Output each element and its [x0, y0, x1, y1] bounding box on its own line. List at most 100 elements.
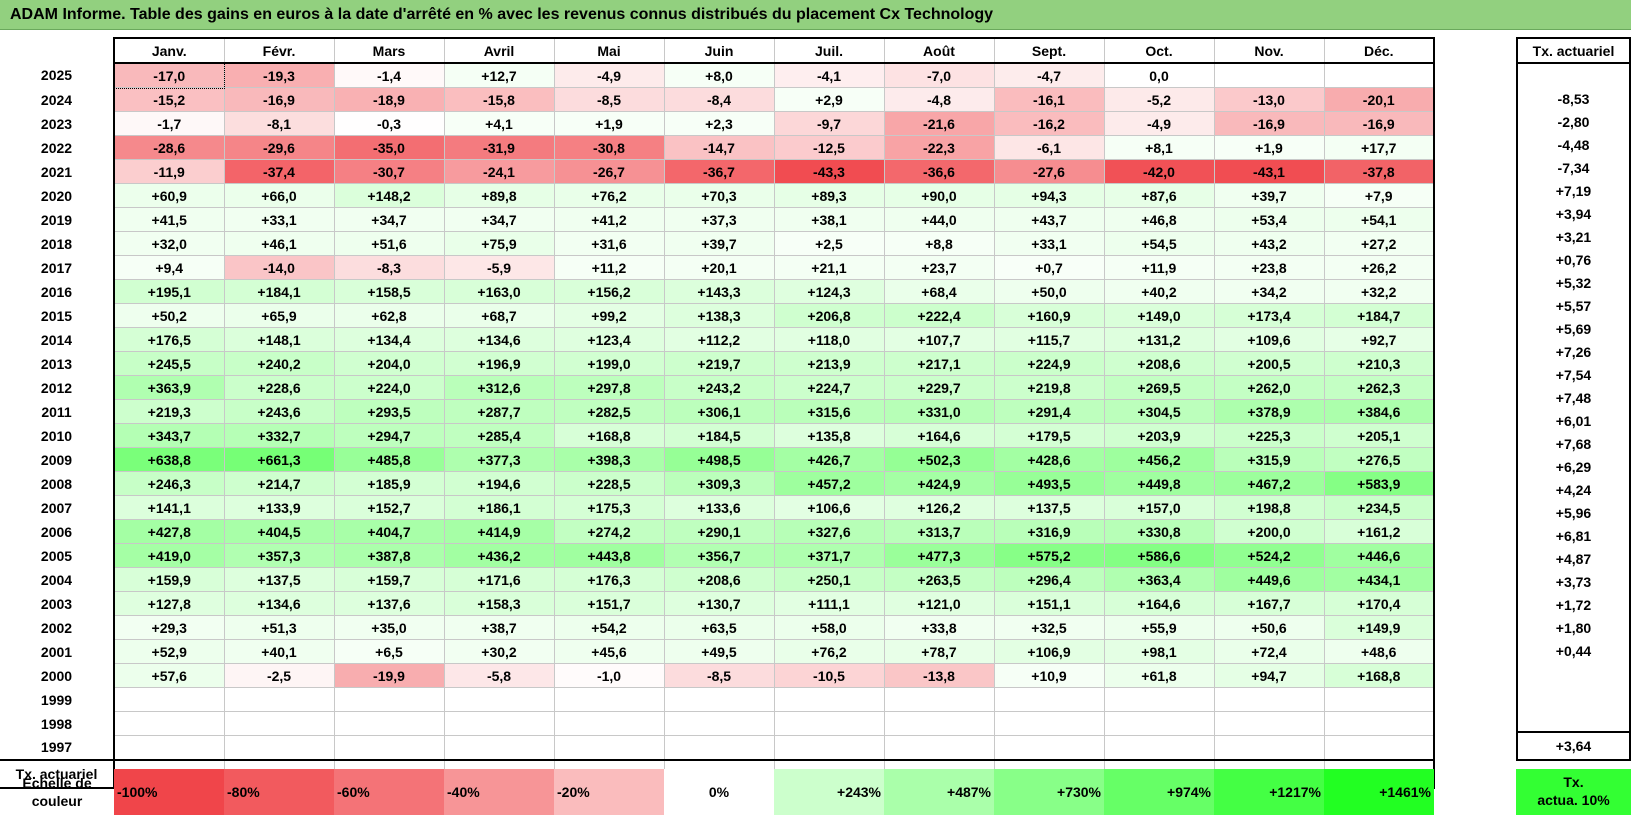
gain-cell: +34,7 — [333, 207, 445, 232]
table-row: 2018 +32,0 +46,1 +51,6 +75,9 +31,6 +39,7 +2,5 +8… — [0, 231, 1435, 256]
act-row: +3,73 — [1516, 570, 1631, 593]
color-scale-swatch: +1461% — [1324, 769, 1434, 815]
gain-cell: +111,1 — [773, 591, 885, 616]
act-value: +3,73 — [1516, 570, 1631, 593]
gain-cell: +57,6 — [113, 663, 225, 688]
gain-cell: -8,5 — [553, 87, 665, 112]
act-row: +1,72 — [1516, 593, 1631, 616]
gain-cell: +12,7 — [443, 62, 555, 88]
act-value: +6,01 — [1516, 409, 1631, 432]
gain-cell — [553, 687, 665, 712]
gain-cell: -4,8 — [883, 87, 995, 112]
gain-cell: +287,7 — [443, 399, 555, 424]
gain-cell: +35,0 — [333, 615, 445, 640]
gain-cell: +48,6 — [1323, 639, 1435, 664]
gain-cell: +363,9 — [113, 375, 225, 400]
gain-cell: +70,3 — [663, 183, 775, 208]
gain-cell: +112,2 — [663, 327, 775, 352]
gain-cell: -4,7 — [993, 62, 1105, 88]
color-scale-swatch: +730% — [994, 769, 1104, 815]
gain-cell: -28,6 — [113, 135, 225, 160]
color-scale-swatch: +974% — [1104, 769, 1214, 815]
table-row: 2019 +41,5 +33,1 +34,7 +34,7 +41,2 +37,3 +38,1 +… — [0, 207, 1435, 232]
gain-cell: +39,7 — [1213, 183, 1325, 208]
gain-cell: +68,7 — [443, 303, 555, 328]
year-label: 2022 — [40, 139, 73, 156]
gain-cell: +208,6 — [1103, 351, 1215, 376]
gain-cell: +434,1 — [1323, 567, 1435, 592]
act-value: +6,29 — [1516, 455, 1631, 478]
gain-cell: +219,3 — [113, 399, 225, 424]
gain-cell: +198,8 — [1213, 495, 1325, 520]
gain-cell: -14,7 — [663, 135, 775, 160]
gain-cell: +219,8 — [993, 375, 1105, 400]
gain-cell: +134,6 — [443, 327, 555, 352]
table-row: 2010 +343,7 +332,7 +294,7 +285,4 +168,8 +184,5… — [0, 423, 1435, 448]
act-row — [1516, 708, 1631, 732]
gain-cell: -8,3 — [333, 255, 445, 280]
act-value: +0,44 — [1516, 639, 1631, 662]
gain-cell: +449,6 — [1213, 567, 1325, 592]
gain-cell: +118,0 — [773, 327, 885, 352]
gain-cell: +1,9 — [1213, 135, 1325, 160]
gain-cell: +143,3 — [663, 279, 775, 304]
table-row: 2013 +245,5 +240,2 +204,0 +196,9 +199,0 +219,7… — [0, 351, 1435, 376]
year-label: 2003 — [40, 595, 73, 612]
gain-cell: -1,7 — [113, 111, 225, 136]
gain-cell: +107,7 — [883, 327, 995, 352]
gain-cell — [1323, 711, 1435, 736]
gain-cell: +159,7 — [333, 567, 445, 592]
gain-cell: +72,4 — [1213, 639, 1325, 664]
gain-cell: +208,6 — [663, 567, 775, 592]
gain-cell: +34,7 — [443, 207, 555, 232]
gain-cell: +274,2 — [553, 519, 665, 544]
actuarial-10-legend-line1: Tx. — [1563, 774, 1584, 790]
year-label: 2013 — [40, 355, 73, 372]
color-scale-swatch: 0% — [664, 769, 774, 815]
gain-cell: +138,3 — [663, 303, 775, 328]
gain-cell: +115,7 — [993, 327, 1105, 352]
gain-cell: +76,2 — [553, 183, 665, 208]
act-row: +7,48 — [1516, 386, 1631, 409]
header-corner — [0, 38, 114, 63]
gain-cell: +10,9 — [993, 663, 1105, 688]
table-row: 2015 +50,2 +65,9 +62,8 +68,7 +99,2 +138,3 +206,… — [0, 303, 1435, 328]
year-label: 2001 — [40, 643, 73, 660]
gain-cell: +51,3 — [223, 615, 335, 640]
act-value — [1516, 662, 1631, 685]
table-row: 2001 +52,9 +40,1 +6,5 +30,2 +45,6 +49,5 +76,2 +7… — [0, 639, 1435, 664]
act-row: +6,01 — [1516, 409, 1631, 432]
gain-cell: +424,9 — [883, 471, 995, 496]
color-scale-label-line1: Echelle de — [22, 775, 92, 791]
act-row: -4,48 — [1516, 133, 1631, 156]
gain-cell: +167,7 — [1213, 591, 1325, 616]
gain-cell: +61,8 — [1103, 663, 1215, 688]
table-row: 2025 -17,0 -19,3 -1,4 +12,7 -4,9 +8,0 -4,1 -7,0-… — [0, 62, 1435, 89]
gain-cell — [443, 711, 555, 736]
gain-cell — [1213, 735, 1325, 761]
report-title: ADAM Informe. Table des gains en euros à… — [0, 0, 1631, 30]
gain-cell: +282,5 — [553, 399, 665, 424]
gain-cell — [883, 711, 995, 736]
gain-cell: +87,6 — [1103, 183, 1215, 208]
gain-cell — [553, 711, 665, 736]
gain-cell: +156,2 — [553, 279, 665, 304]
gain-cell: -15,8 — [443, 87, 555, 112]
gain-cell: +54,2 — [553, 615, 665, 640]
month-header: Mars — [333, 37, 445, 64]
gain-cell: +222,4 — [883, 303, 995, 328]
gain-cell: -0,3 — [333, 111, 445, 136]
gain-cell: +219,7 — [663, 351, 775, 376]
gain-cell: +78,7 — [883, 639, 995, 664]
color-scale-swatch: +243% — [774, 769, 884, 815]
gain-cell: +164,6 — [1103, 591, 1215, 616]
gain-cell: +250,1 — [773, 567, 885, 592]
table-row: 2012 +363,9 +228,6 +224,0 +312,6 +297,8 +243,2… — [0, 375, 1435, 400]
act-value: +5,96 — [1516, 501, 1631, 524]
gain-cell: +205,1 — [1323, 423, 1435, 448]
gain-cell: +171,6 — [443, 567, 555, 592]
gain-cell: +52,9 — [113, 639, 225, 664]
gain-cell: +137,5 — [223, 567, 335, 592]
gain-cell: +206,8 — [773, 303, 885, 328]
color-scale-swatch: +1217% — [1214, 769, 1324, 815]
